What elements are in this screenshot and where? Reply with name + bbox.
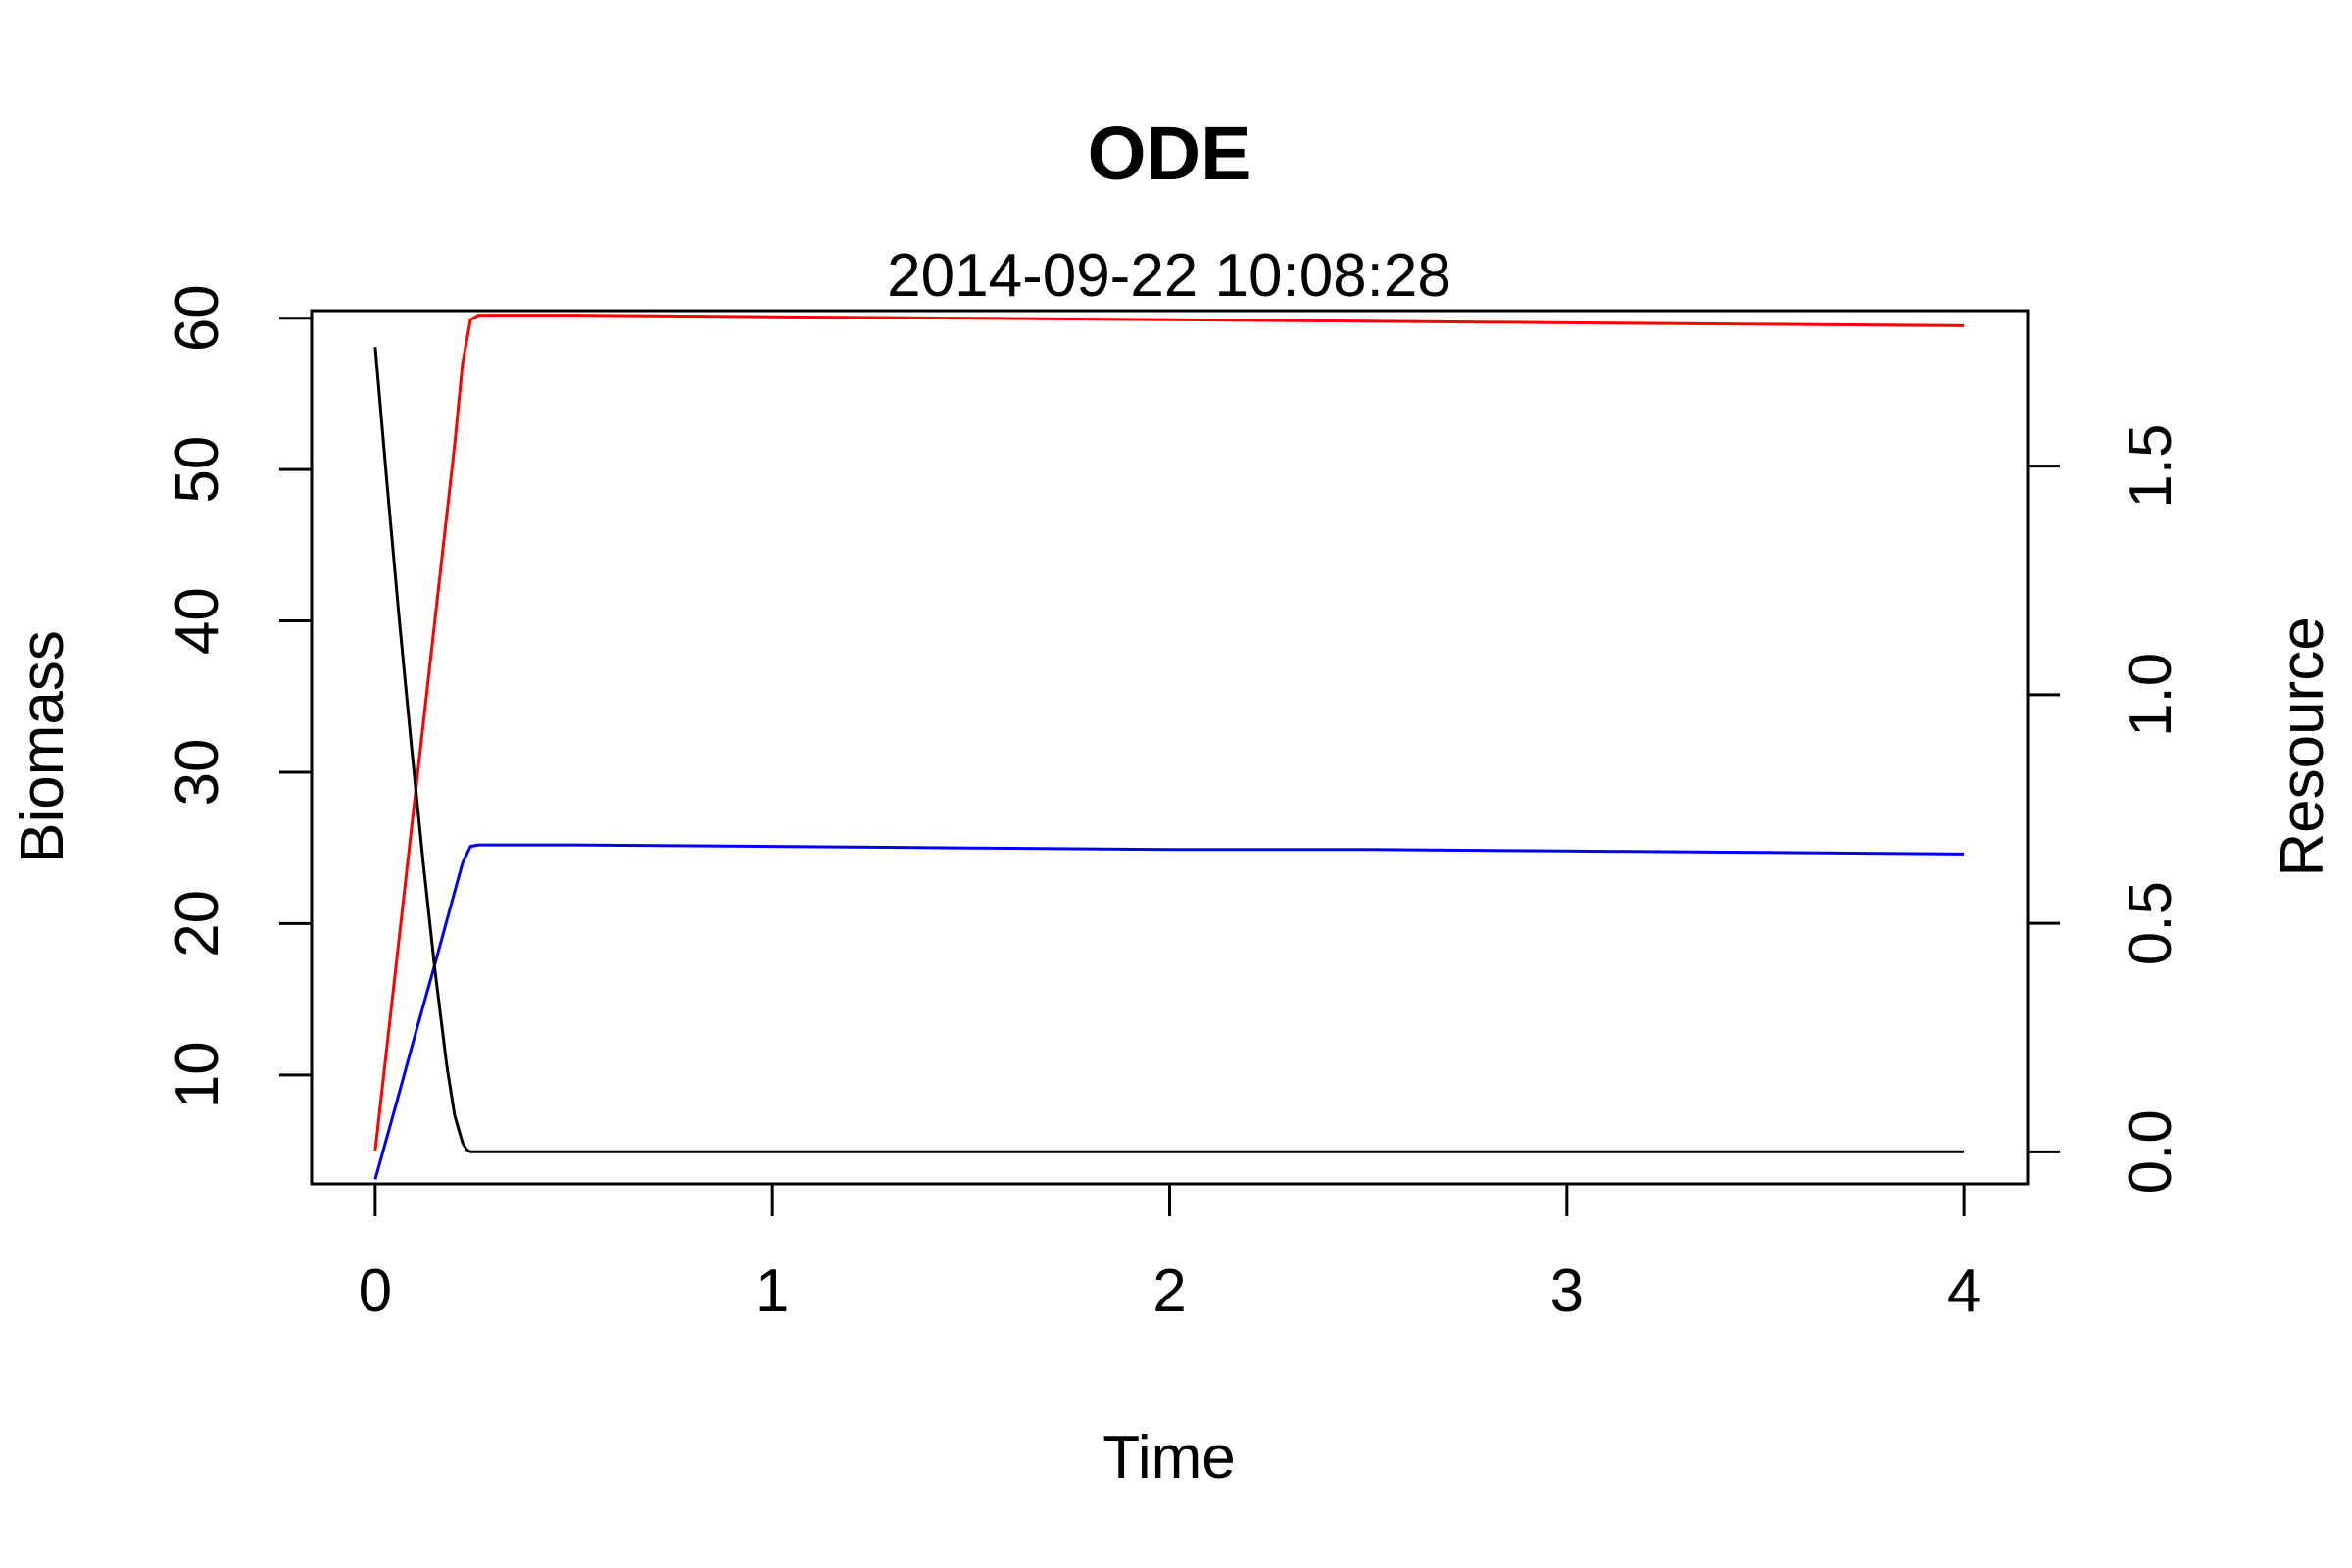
y-tick-label: 50 [164, 436, 231, 504]
y-tick-label: 30 [164, 739, 231, 807]
x-tick-label: 1 [756, 1257, 789, 1325]
chart-subtitle: 2014-09-22 10:08:28 [887, 242, 1451, 310]
chart-title: ODE [1088, 112, 1251, 196]
x-axis-label: Time [1102, 1424, 1235, 1492]
series-line-1 [373, 314, 1965, 1152]
y2-tick-label: 0.0 [2117, 1109, 2184, 1194]
y2-tick-label: 0.5 [2117, 881, 2184, 965]
x-tick-label: 3 [1550, 1257, 1584, 1325]
series-line-3 [373, 347, 1965, 1153]
y2-tick-label: 1.5 [2117, 423, 2184, 508]
x-axis: 0 1 2 3 4 [359, 1182, 1981, 1325]
y-tick-label: 20 [164, 890, 231, 957]
y2-tick-label: 1.0 [2117, 653, 2184, 737]
series-line-2 [373, 843, 1965, 1180]
y-tick-label: 60 [164, 284, 231, 352]
x-tick-label: 4 [1947, 1257, 1981, 1325]
series-layer [373, 314, 1965, 1180]
x-tick-label: 0 [359, 1257, 392, 1325]
y-axis-right: 0.0 0.5 1.0 1.5 [2026, 423, 2184, 1194]
y-tick-label: 10 [164, 1041, 231, 1108]
y2-axis-label: Resource [2269, 616, 2336, 876]
y-tick-label: 40 [164, 587, 231, 655]
y-axis-left: 10 20 30 40 50 60 [164, 284, 314, 1108]
y-axis-label: Biomass [9, 630, 76, 863]
x-tick-label: 2 [1152, 1257, 1186, 1325]
